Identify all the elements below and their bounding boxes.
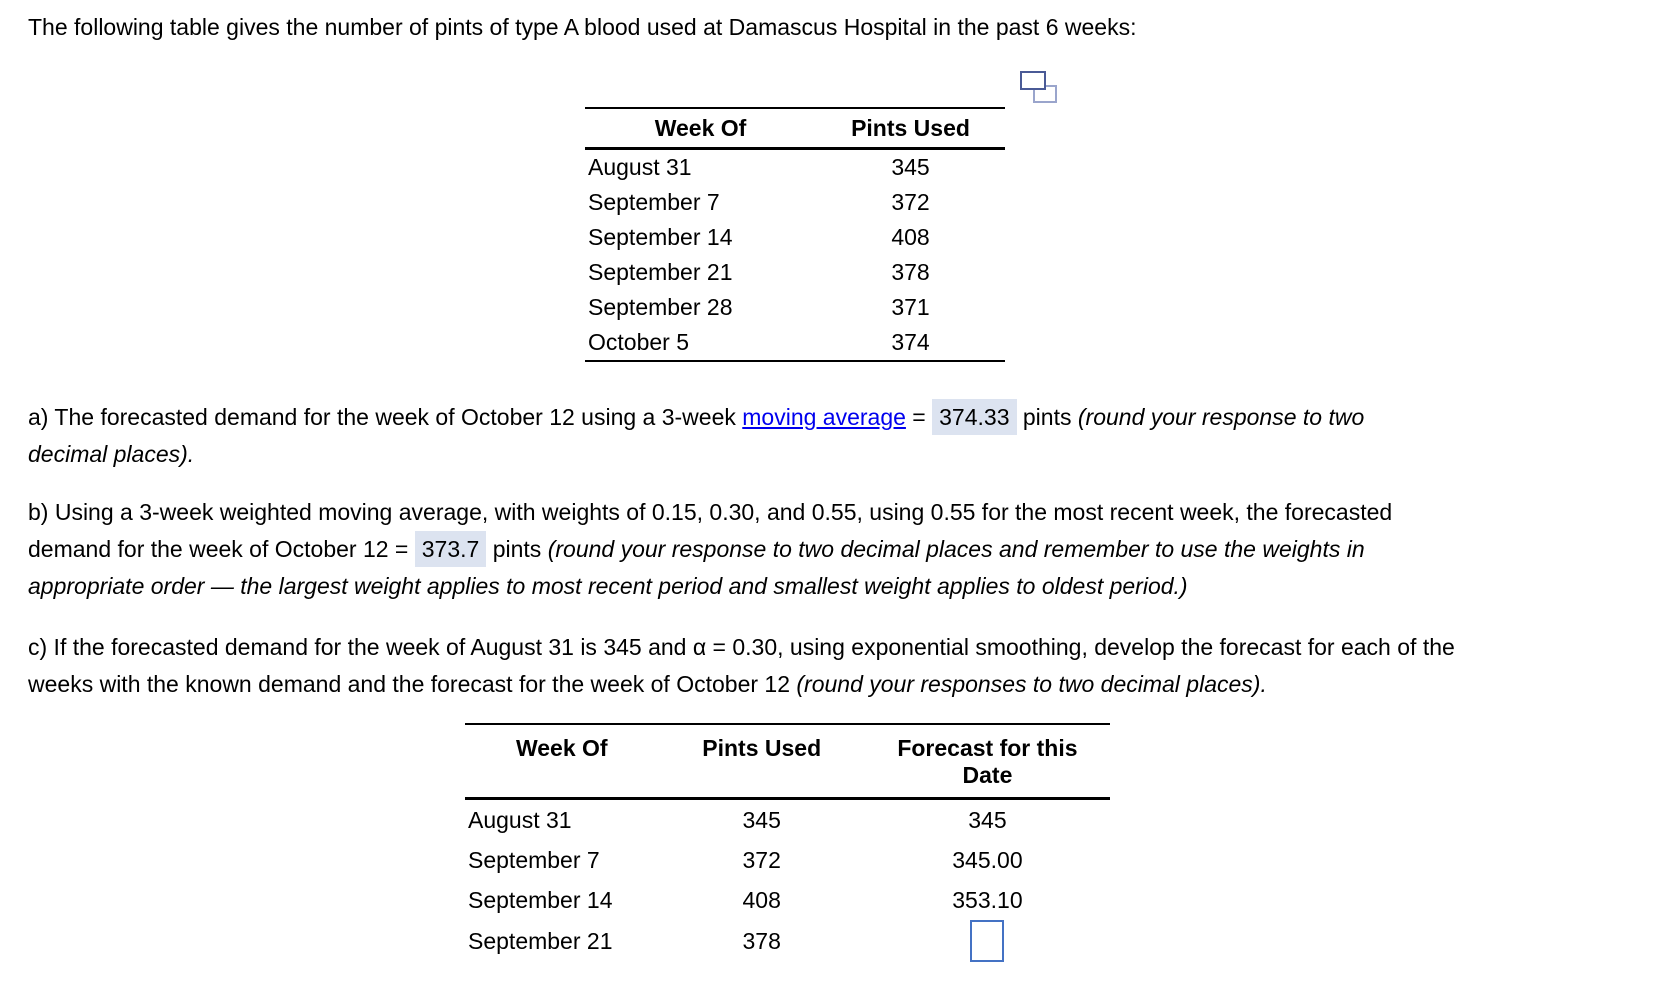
forecast-table: Week Of Pints Used Forecast for this Dat… bbox=[465, 723, 1110, 962]
part-b-instruction-line1: (round your response to two decimal plac… bbox=[547, 536, 1365, 562]
table-row: September 14 408 353.10 bbox=[465, 880, 1110, 920]
forecast-input-cell bbox=[865, 920, 1110, 962]
pints-cell: 408 bbox=[891, 224, 930, 250]
week-cell: September 28 bbox=[588, 294, 733, 320]
week-cell: August 31 bbox=[468, 806, 572, 833]
pints-cell: 372 bbox=[742, 846, 781, 873]
part-a-instruction-line2: decimal places). bbox=[28, 441, 195, 467]
table-row: September 21 378 bbox=[585, 255, 1005, 290]
popout-icon[interactable] bbox=[1020, 71, 1057, 103]
week-cell: September 14 bbox=[468, 886, 613, 913]
part-c-instruction: (round your responses to two decimal pla… bbox=[796, 671, 1267, 697]
table-row: September 7 372 345.00 bbox=[465, 840, 1110, 880]
pints-cell: 345 bbox=[891, 154, 930, 180]
forecast-cell: 345 bbox=[968, 806, 1007, 833]
table-row: August 31 345 345 bbox=[465, 799, 1110, 841]
t2-header-forecast: Forecast for this Date bbox=[864, 724, 1110, 800]
popout-icon-front-rect bbox=[1020, 71, 1046, 90]
pints-cell: 345 bbox=[742, 806, 781, 833]
part-b-line2-pre: demand for the week of October 12 = bbox=[28, 536, 415, 562]
part-c-line1: c) If the forecasted demand for the week… bbox=[28, 634, 1455, 660]
part-a-line1: a) The forecasted demand for the week of… bbox=[28, 404, 743, 430]
pints-cell: 408 bbox=[742, 886, 781, 913]
answer-a-value[interactable]: 374.33 bbox=[932, 399, 1017, 435]
part-b-units: pints bbox=[486, 536, 548, 562]
table-row: September 14 408 bbox=[585, 220, 1005, 255]
t1-header-pints: Pints Used bbox=[816, 108, 1005, 150]
part-c-text: c) If the forecasted demand for the week… bbox=[28, 629, 1455, 703]
week-cell: August 31 bbox=[588, 154, 692, 180]
table-row: October 5 374 bbox=[585, 325, 1005, 362]
table-row: September 28 371 bbox=[585, 290, 1005, 325]
week-cell: September 7 bbox=[588, 189, 720, 215]
pints-cell: 378 bbox=[742, 927, 781, 954]
t2-header-forecast-line1: Forecast for this bbox=[897, 735, 1078, 761]
answer-b-value[interactable]: 373.7 bbox=[414, 531, 487, 567]
week-cell: September 21 bbox=[588, 259, 733, 285]
t2-header-pints: Pints Used bbox=[658, 724, 865, 800]
moving-average-link[interactable]: moving average bbox=[742, 404, 906, 430]
part-b-line1: b) Using a 3-week weighted moving averag… bbox=[28, 499, 1393, 525]
part-c-line2: weeks with the known demand and the fore… bbox=[28, 671, 797, 697]
part-a-text: a) The forecasted demand for the week of… bbox=[28, 399, 1364, 473]
table-header-row: Week Of Pints Used Forecast for this Dat… bbox=[465, 724, 1110, 800]
forecast-input[interactable] bbox=[970, 920, 1005, 962]
t2-header-forecast-line2: Date bbox=[962, 762, 1013, 788]
pints-cell: 374 bbox=[816, 325, 1005, 362]
table-row: September 7 372 bbox=[585, 185, 1005, 220]
part-a-equals: = bbox=[905, 404, 933, 430]
table-row: August 31 345 bbox=[585, 149, 1005, 186]
part-b-instruction-line2: appropriate order — the largest weight a… bbox=[28, 573, 1188, 599]
part-a-instruction-line1: (round your response to two bbox=[1077, 404, 1365, 430]
t2-header-week: Week Of bbox=[465, 724, 659, 800]
t1-header-week: Week Of bbox=[585, 108, 816, 150]
forecast-cell: 345.00 bbox=[952, 846, 1023, 873]
part-b-text: b) Using a 3-week weighted moving averag… bbox=[28, 494, 1392, 605]
week-cell: September 14 bbox=[588, 224, 733, 250]
week-cell: October 5 bbox=[585, 325, 816, 362]
pints-cell: 378 bbox=[891, 259, 930, 285]
pints-cell: 372 bbox=[891, 189, 930, 215]
week-cell: September 21 bbox=[468, 927, 613, 954]
question-intro: The following table gives the number of … bbox=[28, 14, 1137, 40]
forecast-cell: 353.10 bbox=[952, 886, 1023, 913]
table-header-row: Week Of Pints Used bbox=[585, 108, 1005, 150]
week-cell: September 7 bbox=[468, 846, 600, 873]
blood-usage-table: Week Of Pints Used August 31 345 Septemb… bbox=[585, 107, 1005, 362]
pints-cell: 371 bbox=[891, 294, 930, 320]
part-a-units: pints bbox=[1016, 404, 1078, 430]
table-row: September 21 378 bbox=[465, 920, 1110, 962]
